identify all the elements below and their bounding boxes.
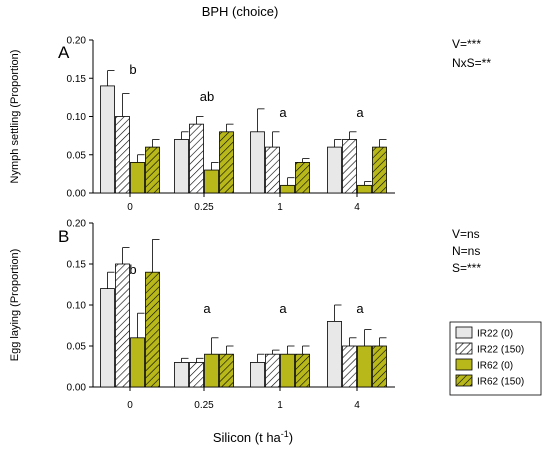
stats-label: NxS=** bbox=[452, 56, 491, 70]
bar bbox=[280, 184, 295, 194]
group-letter: ab bbox=[200, 89, 214, 104]
x-axis-label-superscript: -1 bbox=[281, 429, 289, 439]
bar bbox=[372, 345, 387, 388]
bar bbox=[145, 146, 160, 194]
bar bbox=[250, 361, 265, 388]
bar bbox=[219, 353, 234, 388]
y-tick-label: 0.05 bbox=[67, 342, 87, 353]
y-tick-label: 0.20 bbox=[67, 219, 87, 230]
bar bbox=[327, 320, 342, 388]
figure-title: BPH (choice) bbox=[202, 4, 279, 19]
bar bbox=[130, 161, 145, 194]
bar bbox=[250, 131, 265, 194]
bar bbox=[174, 139, 189, 194]
legend-label: IR22 (150) bbox=[477, 345, 524, 356]
legend-swatch bbox=[455, 326, 473, 339]
bar bbox=[204, 169, 219, 194]
y-tick-label: 0.00 bbox=[67, 189, 87, 200]
x-axis-label-close: ) bbox=[289, 430, 293, 445]
panel-a: 0.00 0.05 0.10 0.15 0.20 Nymph settling (Prop… bbox=[9, 36, 491, 214]
legend-swatch bbox=[455, 342, 473, 355]
bar bbox=[130, 337, 145, 388]
bar bbox=[204, 353, 219, 388]
x-tick-label: 0.25 bbox=[194, 202, 214, 213]
bar bbox=[372, 146, 387, 194]
bar bbox=[280, 353, 295, 388]
bar bbox=[115, 263, 130, 388]
legend-swatch bbox=[455, 374, 473, 387]
legend: IR22 (0) IR22 (150) IR62 (0) IR62 (150) bbox=[449, 321, 542, 396]
group-letter: a bbox=[279, 105, 287, 120]
bar bbox=[174, 361, 189, 388]
bar bbox=[189, 361, 204, 388]
group-letter: a bbox=[356, 105, 364, 120]
x-tick-label: 0 bbox=[127, 202, 133, 213]
bar bbox=[115, 116, 130, 194]
bar bbox=[189, 123, 204, 194]
legend-label: IR22 (0) bbox=[477, 329, 513, 340]
group-letter: b bbox=[129, 62, 136, 77]
x-tick-label: 0 bbox=[127, 400, 133, 411]
bar bbox=[342, 139, 357, 194]
legend-label: IR62 (150) bbox=[477, 377, 524, 388]
bar bbox=[219, 131, 234, 194]
panel-label: A bbox=[58, 43, 70, 62]
x-tick-label: 1 bbox=[277, 400, 283, 411]
bar bbox=[357, 184, 372, 194]
group-letter: b bbox=[129, 262, 136, 277]
y-tick-label: 0.15 bbox=[67, 260, 87, 271]
group-letter: a bbox=[279, 301, 287, 316]
legend-swatch bbox=[455, 358, 473, 371]
x-axis-label: Silicon (t ha-1) bbox=[213, 429, 293, 445]
y-tick-label: 0.15 bbox=[67, 74, 87, 85]
bar bbox=[295, 353, 310, 388]
bar bbox=[295, 161, 310, 194]
bar bbox=[357, 345, 372, 388]
group-letter: a bbox=[356, 301, 364, 316]
x-tick-label: 4 bbox=[354, 400, 360, 411]
bar bbox=[342, 345, 357, 388]
y-tick-label: 0.00 bbox=[67, 383, 87, 394]
stats-label: N=ns bbox=[452, 244, 480, 258]
stats-label: S=*** bbox=[452, 261, 481, 275]
legend-label: IR62 (0) bbox=[477, 361, 513, 372]
bar bbox=[100, 288, 115, 388]
y-tick-label: 0.05 bbox=[67, 150, 87, 161]
bar bbox=[327, 146, 342, 194]
y-axis-label: Nymph settling (Proportion) bbox=[9, 50, 21, 184]
stats-label: V=ns bbox=[452, 227, 480, 241]
panel-b: 0.00 0.05 0.10 0.15 0.20 Egg laying (Proporti… bbox=[9, 219, 481, 412]
bar bbox=[100, 85, 115, 194]
panel-label: B bbox=[58, 227, 69, 246]
group-letter: a bbox=[203, 301, 211, 316]
bar bbox=[265, 353, 280, 388]
y-tick-label: 0.10 bbox=[67, 112, 87, 123]
x-tick-label: 0.25 bbox=[194, 400, 214, 411]
y-tick-label: 0.20 bbox=[67, 36, 87, 47]
y-tick-label: 0.10 bbox=[67, 301, 87, 312]
x-tick-label: 4 bbox=[354, 202, 360, 213]
y-axis-label: Egg laying (Proportion) bbox=[9, 249, 21, 362]
stats-label: V=*** bbox=[452, 37, 481, 51]
bar bbox=[265, 146, 280, 194]
bar bbox=[145, 271, 160, 388]
x-tick-label: 1 bbox=[277, 202, 283, 213]
